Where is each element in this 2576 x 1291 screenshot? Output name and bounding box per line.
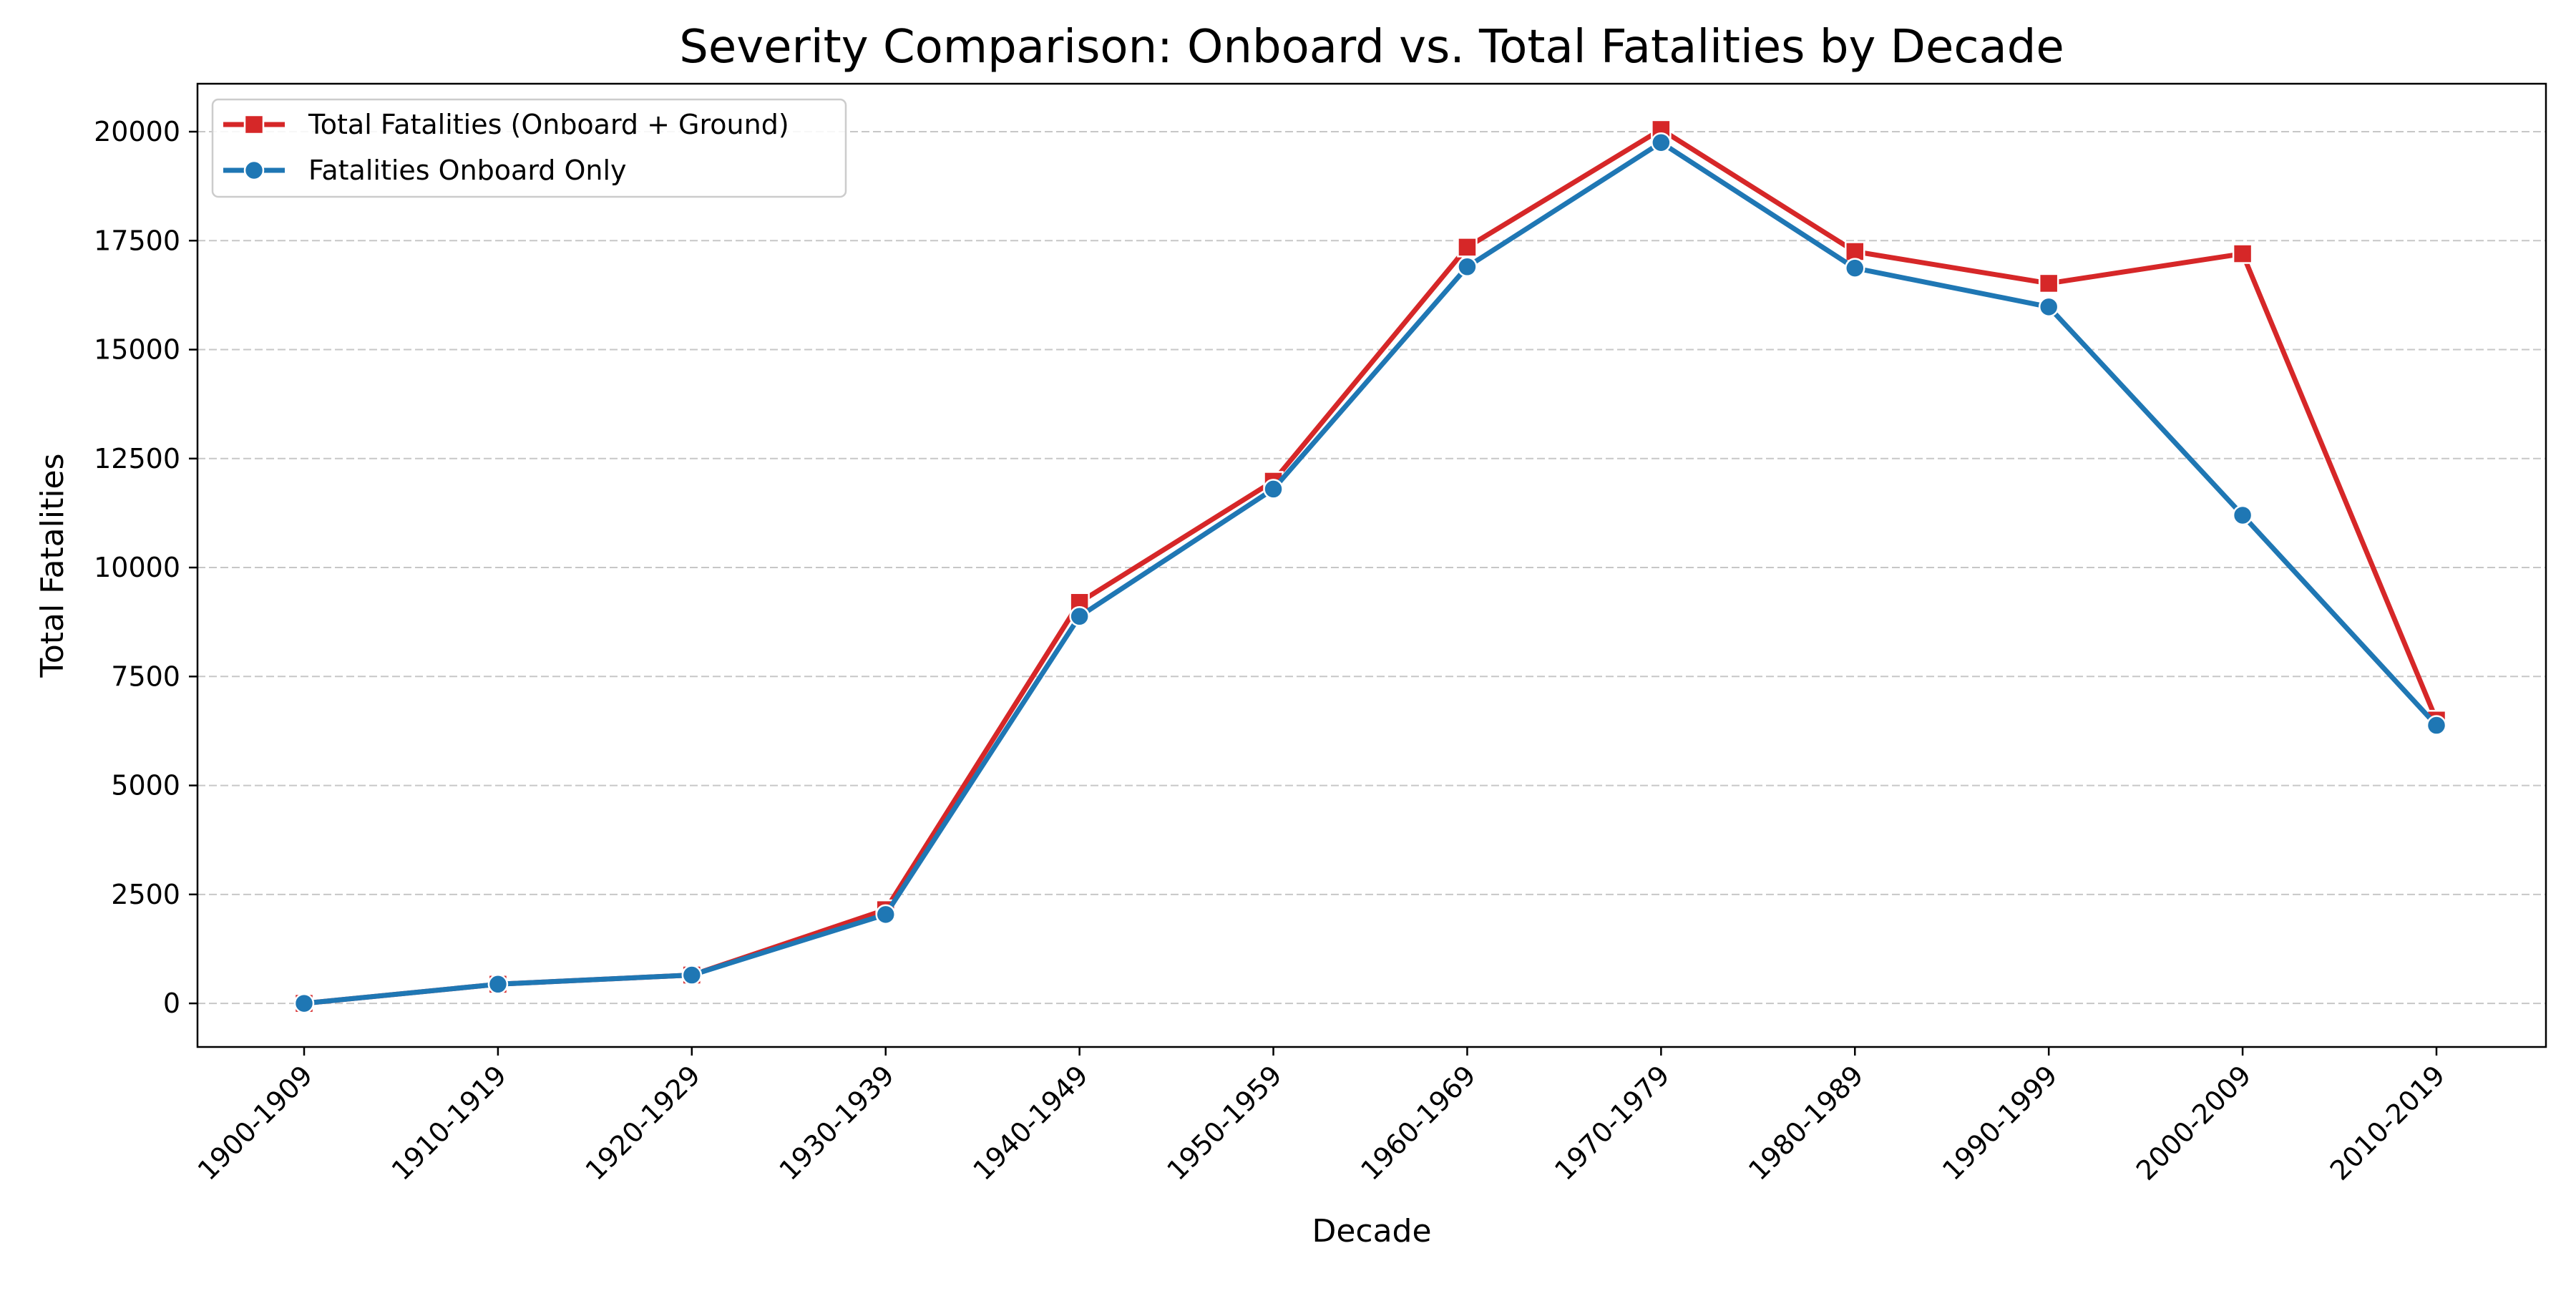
legend-label: Fatalities Onboard Only	[308, 155, 627, 186]
chart-title: Severity Comparison: Onboard vs. Total F…	[679, 21, 2064, 74]
x-tick-label: 1990-1999	[1936, 1059, 2064, 1187]
x-tick-label: 1940-1949	[967, 1059, 1094, 1187]
legend-box	[211, 98, 847, 198]
data-point	[2232, 505, 2253, 526]
x-tick-label: 1970-1979	[1548, 1059, 1676, 1187]
x-tick-label: 1920-1929	[580, 1059, 707, 1187]
data-point	[1263, 479, 1284, 500]
legend-item: Fatalities Onboard Only	[223, 155, 627, 186]
x-tick-label: 2010-2019	[2324, 1059, 2451, 1187]
series-line	[301, 140, 2439, 1006]
series-onboard-fatalities	[293, 132, 2447, 1014]
data-point	[1651, 132, 1672, 153]
series-line	[301, 127, 2439, 1006]
data-point	[293, 993, 315, 1014]
legend-label: Total Fatalities (Onboard + Ground)	[308, 109, 789, 140]
legend-item: Total Fatalities (Onboard + Ground)	[223, 109, 789, 140]
series-group	[293, 119, 2447, 1014]
data-point	[1457, 237, 1478, 258]
y-tick-label: 2500	[111, 879, 180, 910]
legend: Total Fatalities (Onboard + Ground) Fatal…	[211, 98, 847, 198]
plot-area-frame	[196, 82, 2547, 1048]
x-tick-label: 1930-1939	[774, 1059, 901, 1187]
y-tick-label: 5000	[111, 770, 180, 802]
x-tick-label: 1960-1969	[1355, 1059, 1482, 1187]
x-tick-label: 1900-1909	[192, 1059, 319, 1187]
data-point	[681, 965, 703, 985]
x-tick-label: 1950-1959	[1161, 1059, 1288, 1187]
data-point	[487, 974, 509, 995]
y-tick-label: 17500	[94, 225, 180, 256]
data-point	[1069, 606, 1090, 627]
data-point	[2232, 243, 2253, 264]
y-tick-label: 12500	[94, 443, 180, 474]
x-tick-label: 1910-1919	[386, 1059, 513, 1187]
x-tick-label: 2000-2009	[2130, 1059, 2258, 1187]
x-tick-label: 1980-1989	[1742, 1059, 1870, 1187]
y-tick-label: 15000	[94, 334, 180, 366]
legend-marker	[243, 114, 265, 135]
legend-marker	[243, 160, 265, 181]
y-tick-label: 20000	[94, 116, 180, 147]
data-point	[2426, 715, 2447, 736]
data-point	[875, 904, 896, 925]
data-point	[1845, 241, 1865, 262]
y-tick-label: 10000	[94, 552, 180, 583]
y-axis-label: Total Fatalities	[34, 453, 71, 678]
data-point	[2038, 273, 2059, 294]
data-point	[1845, 258, 1865, 278]
x-axis-label: Decade	[1312, 1213, 1431, 1249]
y-tick-label: 7500	[111, 661, 180, 692]
y-tick-label: 0	[163, 988, 180, 1019]
data-point	[2038, 296, 2059, 318]
series-total-fatalities	[293, 119, 2447, 1014]
data-point	[1457, 256, 1478, 278]
